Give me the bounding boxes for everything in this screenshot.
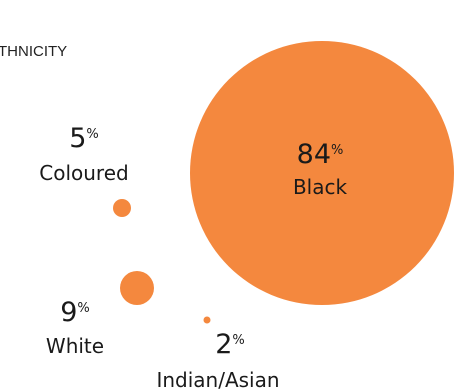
label-indian-asian-value: 2% (215, 329, 245, 360)
bubble-black (190, 41, 454, 305)
label-white-name: White (46, 334, 104, 358)
bubble-coloured (113, 199, 131, 217)
label-indian-asian-name: Indian/Asian (156, 368, 279, 392)
label-white-value: 9% (60, 297, 90, 328)
chart-title: THNICITY (0, 43, 67, 60)
bubble-indian-asian (203, 316, 211, 324)
label-coloured-name: Coloured (39, 161, 128, 185)
bubble-white (120, 271, 154, 305)
label-black-name: Black (293, 175, 348, 199)
label-coloured-value: 5% (69, 123, 99, 154)
label-black-value: 84% (297, 139, 344, 170)
